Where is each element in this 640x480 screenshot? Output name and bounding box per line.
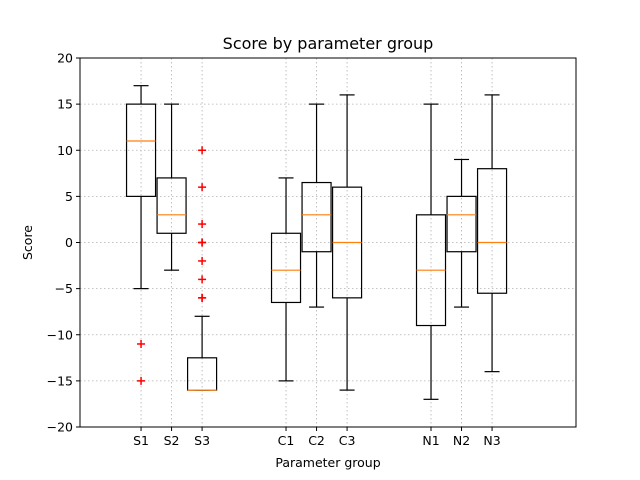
x-axis-label: Parameter group [275, 455, 380, 470]
y-axis-ticks: −20 −15 −10 −5 0 5 10 15 20 [47, 51, 80, 435]
y-tick-label: 5 [65, 189, 73, 204]
box-s3 [186, 146, 218, 391]
flier-point [198, 256, 207, 265]
x-tick-label: N1 [422, 433, 439, 448]
y-axis-label: Score [20, 225, 35, 260]
y-tick-label: −5 [55, 281, 73, 296]
x-tick-label: C1 [278, 433, 295, 448]
flier-point [198, 238, 207, 247]
y-tick-label: 20 [57, 51, 73, 66]
iqr-box [156, 177, 187, 234]
y-tick-label: 15 [57, 97, 73, 112]
y-tick-label: −10 [47, 327, 73, 342]
flier-point [198, 146, 207, 155]
iqr-box [301, 181, 332, 253]
x-tick-label: N3 [483, 433, 500, 448]
flier-point [198, 293, 207, 302]
box-n2 [446, 158, 477, 308]
flier-point [198, 275, 207, 284]
flier-point [137, 376, 146, 385]
flier-point [198, 183, 207, 192]
y-tick-label: −20 [47, 420, 73, 435]
flier-point [198, 220, 207, 229]
iqr-box [446, 195, 477, 253]
y-tick-label: 10 [57, 143, 73, 158]
y-tick-label: −15 [47, 373, 73, 388]
x-tick-label: S2 [164, 433, 180, 448]
x-axis-ticks: S1 S2 S3 C1 C2 C3 N1 N2 N3 [133, 427, 501, 448]
box-s1 [125, 85, 157, 385]
box-s2 [156, 103, 187, 271]
box-n1 [415, 103, 447, 400]
box-c1 [270, 177, 302, 382]
flier-point [137, 339, 146, 348]
x-tick-label: N2 [453, 433, 470, 448]
x-tick-label: C2 [308, 433, 325, 448]
x-tick-label: C3 [339, 433, 356, 448]
box-n3 [476, 94, 508, 373]
iqr-box [125, 103, 157, 197]
x-tick-label: S1 [133, 433, 149, 448]
y-tick-label: 0 [65, 235, 73, 250]
x-tick-label: S3 [194, 433, 210, 448]
box-series [125, 85, 508, 400]
iqr-box [476, 168, 508, 294]
box-c3 [331, 94, 363, 391]
box-c2 [301, 103, 332, 308]
iqr-box [270, 232, 302, 304]
chart-title: Score by parameter group [223, 34, 434, 53]
